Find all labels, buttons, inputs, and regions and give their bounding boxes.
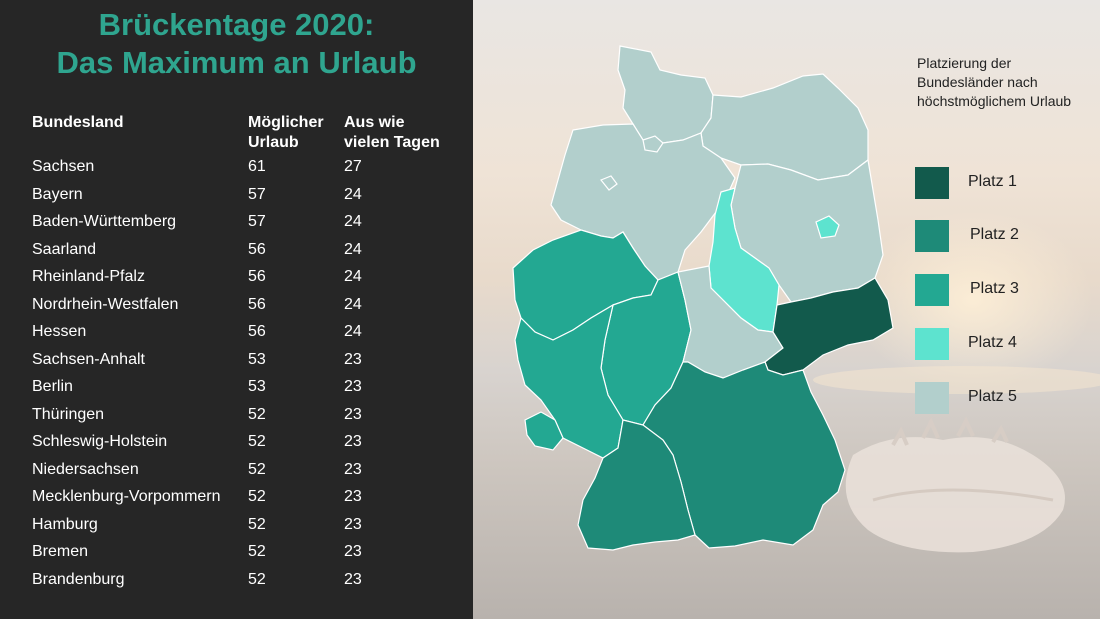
map-panel — [473, 0, 1100, 619]
table-row: Sachsen 61 27 — [0, 158, 473, 185]
aus-tagen-value: 24 — [344, 323, 362, 340]
table-row: Rheinland-Pfalz 56 24 — [0, 268, 473, 295]
table-row: Thüringen 52 23 — [0, 406, 473, 433]
aus-tagen-value: 24 — [344, 268, 362, 285]
moeglicher-urlaub-value: 61 — [248, 158, 266, 175]
header-bundesland: Bundesland — [32, 114, 124, 131]
table-row: Saarland 56 24 — [0, 241, 473, 268]
aus-tagen-value: 24 — [344, 295, 362, 313]
table-row: Niedersachsen 52 23 — [0, 461, 473, 488]
legend-heading: Platzierung der Bundesländer nach höchst… — [917, 55, 1072, 109]
state-name: Nordrhein-Westfalen — [32, 295, 179, 313]
moeglicher-urlaub-value: 52 — [248, 488, 266, 505]
aus-tagen-value: 23 — [344, 460, 362, 478]
aus-tagen-value: 27 — [344, 158, 362, 175]
state-baden-wuerttemberg — [577, 419, 696, 551]
legend-swatch-platz-2 — [915, 220, 949, 252]
table-row: Hamburg 52 23 — [0, 516, 473, 543]
state-mecklenburg-vorpommern — [700, 73, 869, 181]
aus-tagen-value: 23 — [344, 488, 362, 505]
state-name: Sachsen — [32, 158, 95, 175]
state-niedersachsen — [550, 123, 736, 281]
aus-tagen-value: 23 — [344, 515, 362, 533]
state-name: Rheinland-Pfalz — [32, 268, 145, 285]
state-saarland — [524, 411, 564, 451]
moeglicher-urlaub-value: 52 — [248, 460, 266, 478]
legend-label-platz-1: Platz 1 — [968, 173, 1017, 190]
germany-map — [512, 45, 1100, 553]
legend-swatch-platz-3 — [915, 274, 949, 306]
legend-label-platz-5: Platz 5 — [968, 388, 1017, 405]
header-aus-wie-vielen-tagen: Aus wie vielen Tagen — [344, 114, 440, 151]
state-name: Baden-Württemberg — [32, 213, 177, 230]
state-name: Bayern — [32, 185, 83, 203]
state-name: Mecklenburg-Vorpommern — [32, 488, 221, 505]
table-row: Berlin 53 23 — [0, 378, 473, 405]
aus-tagen-value: 23 — [344, 350, 362, 368]
table-panel: Brückentage 2020: Das Maximum an Urlaub … — [0, 0, 473, 619]
moeglicher-urlaub-value: 56 — [248, 295, 266, 313]
moeglicher-urlaub-value: 52 — [248, 570, 266, 588]
seashell-image — [845, 416, 1065, 553]
legend-label-platz-2: Platz 2 — [970, 226, 1019, 243]
table-row: Bremen 52 23 — [0, 543, 473, 570]
sun-reflection — [813, 366, 1100, 394]
state-berlin — [815, 215, 840, 239]
legend-label-platz-4: Platz 4 — [968, 334, 1017, 351]
table-row: Bayern 57 24 — [0, 186, 473, 213]
moeglicher-urlaub-value: 56 — [248, 268, 266, 285]
state-name: Thüringen — [32, 405, 105, 423]
state-bremen — [600, 175, 618, 191]
table-row: Sachsen-Anhalt 53 23 — [0, 351, 473, 378]
state-name: Niedersachsen — [32, 460, 139, 478]
moeglicher-urlaub-value: 52 — [248, 515, 266, 533]
state-name: Schleswig-Holstein — [32, 433, 168, 450]
legend-label-platz-3: Platz 3 — [970, 280, 1019, 297]
state-name: Hessen — [32, 323, 87, 340]
moeglicher-urlaub-value: 57 — [248, 185, 266, 203]
table-row: Nordrhein-Westfalen 56 24 — [0, 296, 473, 323]
state-name: Brandenburg — [32, 570, 125, 588]
moeglicher-urlaub-value: 57 — [248, 213, 266, 230]
table-row: Brandenburg 52 23 — [0, 571, 473, 598]
table-row: Mecklenburg-Vorpommern 52 23 — [0, 488, 473, 515]
aus-tagen-value: 24 — [344, 240, 362, 258]
moeglicher-urlaub-value: 56 — [248, 323, 266, 340]
state-name: Bremen — [32, 543, 89, 560]
legend-swatch-platz-5 — [915, 382, 949, 414]
moeglicher-urlaub-value: 52 — [248, 433, 266, 450]
moeglicher-urlaub-value: 53 — [248, 378, 266, 395]
aus-tagen-value: 23 — [344, 378, 362, 395]
table-row: Schleswig-Holstein 52 23 — [0, 433, 473, 460]
aus-tagen-value: 23 — [344, 543, 362, 560]
moeglicher-urlaub-value: 53 — [248, 350, 266, 368]
state-name: Hamburg — [32, 515, 98, 533]
aus-tagen-value: 23 — [344, 405, 362, 423]
moeglicher-urlaub-value: 52 — [248, 543, 266, 560]
moeglicher-urlaub-value: 52 — [248, 405, 266, 423]
aus-tagen-value: 23 — [344, 570, 362, 588]
title-line-2: Das Maximum an Urlaub — [56, 45, 417, 80]
table-row: Hessen 56 24 — [0, 323, 473, 350]
state-name: Sachsen-Anhalt — [32, 350, 145, 368]
aus-tagen-value: 23 — [344, 433, 362, 450]
header-moeglicher-urlaub: Möglicher Urlaub — [248, 114, 324, 151]
title-line-1: Brückentage 2020: — [98, 7, 375, 42]
aus-tagen-value: 24 — [344, 185, 362, 203]
moeglicher-urlaub-value: 56 — [248, 240, 266, 258]
state-name: Berlin — [32, 378, 73, 395]
legend-swatch-platz-1 — [915, 167, 949, 199]
state-hamburg — [642, 135, 664, 153]
legend-swatch-platz-4 — [915, 328, 949, 360]
state-name: Saarland — [32, 240, 97, 258]
table-row: Baden-Württemberg 57 24 — [0, 213, 473, 240]
aus-tagen-value: 24 — [344, 213, 362, 230]
